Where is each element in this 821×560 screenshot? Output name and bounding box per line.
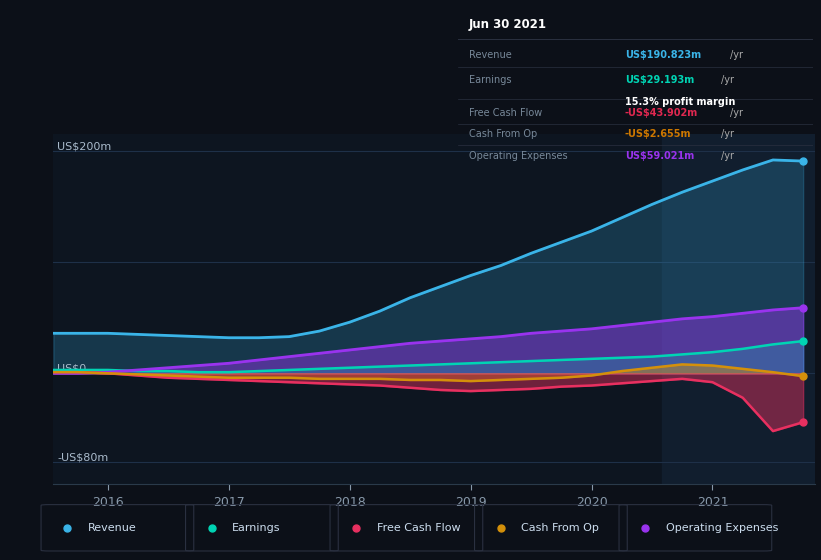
Text: -US$43.902m: -US$43.902m	[625, 108, 698, 118]
Text: Revenue: Revenue	[469, 50, 511, 60]
Text: Cash From Op: Cash From Op	[521, 523, 599, 533]
Text: Earnings: Earnings	[232, 523, 281, 533]
Text: US$0: US$0	[57, 363, 86, 374]
Text: Jun 30 2021: Jun 30 2021	[469, 18, 547, 31]
Text: Free Cash Flow: Free Cash Flow	[469, 108, 542, 118]
Text: Operating Expenses: Operating Expenses	[666, 523, 778, 533]
Text: /yr: /yr	[721, 75, 734, 85]
Text: /yr: /yr	[730, 50, 743, 60]
Bar	[662, 134, 815, 484]
Text: -US$2.655m: -US$2.655m	[625, 129, 691, 139]
Text: /yr: /yr	[721, 129, 734, 139]
Text: Revenue: Revenue	[88, 523, 136, 533]
Text: -US$80m: -US$80m	[57, 452, 108, 462]
Text: US$190.823m: US$190.823m	[625, 50, 701, 60]
Text: Cash From Op: Cash From Op	[469, 129, 537, 139]
Text: US$59.021m: US$59.021m	[625, 151, 694, 161]
Text: US$200m: US$200m	[57, 141, 112, 151]
Text: Operating Expenses: Operating Expenses	[469, 151, 567, 161]
Text: Earnings: Earnings	[469, 75, 511, 85]
Text: US$29.193m: US$29.193m	[625, 75, 694, 85]
Text: /yr: /yr	[730, 108, 743, 118]
Text: Free Cash Flow: Free Cash Flow	[377, 523, 461, 533]
Text: /yr: /yr	[721, 151, 734, 161]
Text: 15.3% profit margin: 15.3% profit margin	[625, 97, 735, 107]
